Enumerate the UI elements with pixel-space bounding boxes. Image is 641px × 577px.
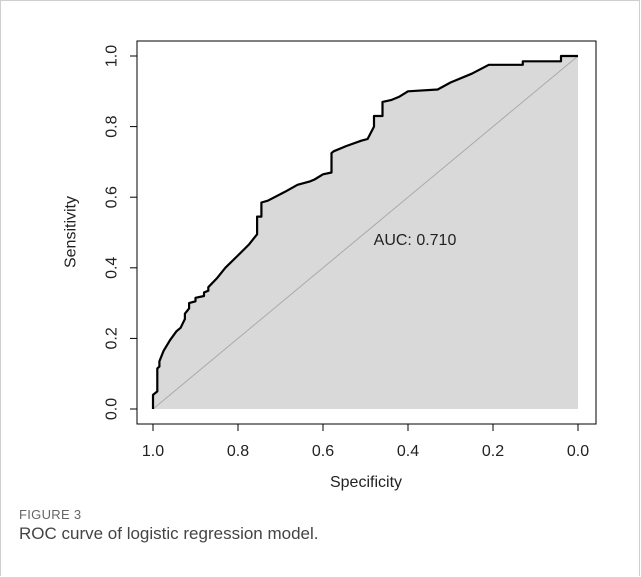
y-tick-label: 0.8 [104,115,121,137]
x-tick-label: 1.0 [142,443,164,460]
axes-layer [130,40,597,431]
roc-chart: 1.0 0.8 0.6 0.4 0.2 0.0 0.0 0.2 0.4 0.6 0.8 1.0 Spec… [63,40,597,491]
x-axis-title: Specificity [330,474,402,491]
x-tick-label: 0.2 [482,443,504,460]
x-tick-label: 0.4 [397,443,419,460]
y-tick-label: 1.0 [104,45,121,67]
y-tick-label: 0.6 [104,186,121,208]
roc-curve [151,54,578,409]
x-tick-label: 0.0 [567,443,589,460]
reference-diagonal-line [152,55,579,410]
y-tick-label: 0.4 [104,257,121,279]
figure-caption: ROC curve of logistic regression model. [19,524,319,543]
auc-annotation: AUC: 0.710 [374,232,457,249]
figure-label: FIGURE 3 [19,507,82,522]
marks-layer [151,54,579,410]
x-tick-label: 0.8 [227,443,249,460]
labels-layer: 1.0 0.8 0.6 0.4 0.2 0.0 0.0 0.2 0.4 0.6 0.8 1.0 Spec… [63,45,590,491]
y-tick-label: 0.2 [104,327,121,349]
x-tick-label: 0.6 [312,443,334,460]
y-tick-label: 0.0 [104,398,121,420]
y-axis-title: Sensitivity [63,196,80,268]
